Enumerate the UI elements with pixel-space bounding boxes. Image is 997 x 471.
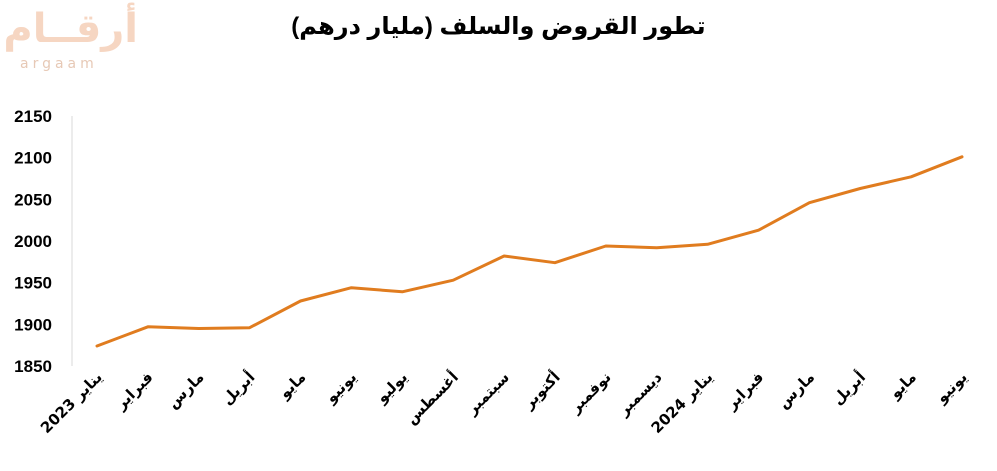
y-tick-label: 1900 [14, 315, 52, 334]
x-tick-label: مارس [164, 368, 208, 412]
x-tick-label: مايو [885, 368, 920, 403]
chart-title: تطور القروض والسلف (مليار درهم) [291, 13, 706, 40]
y-tick-label: 2000 [14, 232, 52, 251]
x-tick-label: فبراير [722, 368, 768, 414]
x-tick-label: نوفمبر [566, 368, 615, 417]
y-tick-label: 2100 [14, 149, 52, 168]
y-tick-label: 2150 [14, 107, 52, 126]
logo-arabic-text: أرقــام [3, 6, 138, 52]
x-tick-label: يونيو [932, 368, 971, 407]
x-tick-label: يونيو [321, 368, 360, 407]
argaam-logo: أرقــام argaam [3, 6, 138, 76]
x-tick-label: ديسمبر [614, 368, 666, 420]
x-tick-label: أبريل [828, 367, 869, 408]
y-tick-label: 1850 [14, 357, 52, 376]
x-tick-label: سبتمبر [462, 368, 513, 419]
x-tick-label: أكتوبر [518, 367, 564, 413]
x-tick-label: يوليو [372, 368, 411, 407]
x-tick-label: مارس [774, 368, 818, 412]
x-tick-label: أبريل [217, 367, 258, 408]
series-line [95, 155, 964, 348]
y-tick-label: 2050 [14, 190, 52, 209]
logo-latin-text: argaam [20, 56, 98, 72]
x-tick-label: أغسطس [402, 367, 462, 427]
x-tick-label: فبراير [111, 368, 157, 414]
x-tick-label: مايو [275, 368, 310, 403]
y-tick-label: 1950 [14, 274, 52, 293]
x-tick-label: يناير 2023 [37, 368, 106, 437]
